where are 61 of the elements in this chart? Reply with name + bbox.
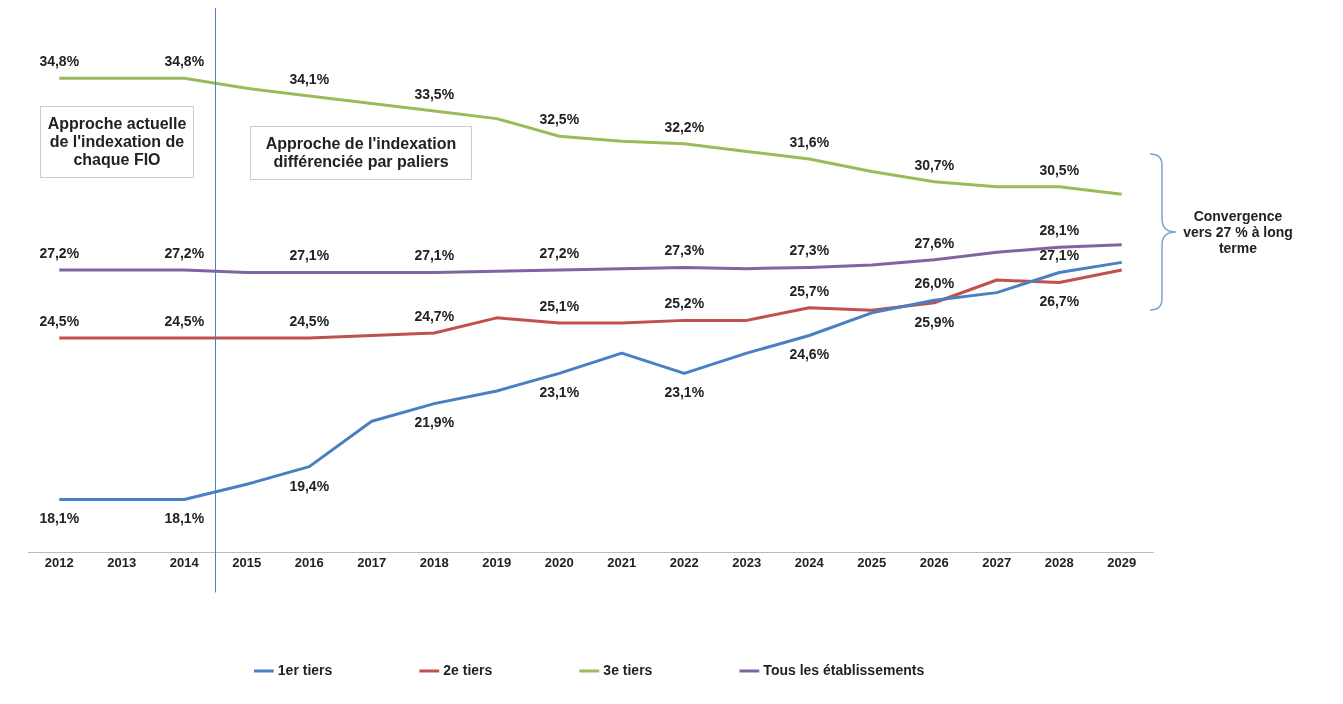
data-label: 23,1% — [664, 384, 705, 401]
x-tick-label: 2015 — [232, 554, 262, 570]
text: Convergence vers 27 % à long terme — [1182, 208, 1294, 256]
x-tick-label: 2013 — [107, 554, 137, 570]
data-label: 18,1% — [39, 510, 80, 527]
x-tick-label: 2012 — [44, 554, 74, 570]
x-tick-label: 2026 — [919, 554, 949, 570]
data-label: 28,1% — [1039, 222, 1080, 239]
data-label: 25,2% — [664, 295, 705, 312]
data-label: 32,5% — [539, 111, 580, 128]
data-label: 27,3% — [789, 242, 830, 259]
data-label: 26,7% — [1039, 293, 1080, 310]
legend-label: 2e tiers — [443, 661, 493, 678]
data-label: 24,7% — [414, 307, 455, 324]
x-tick-label: 2027 — [982, 554, 1012, 570]
x-tick-label: 2023 — [732, 554, 762, 570]
x-tick-label: 2021 — [607, 554, 637, 570]
x-tick-label: 2019 — [482, 554, 512, 570]
data-label: 24,5% — [164, 312, 205, 329]
data-label: 33,5% — [414, 85, 455, 102]
data-label: 27,2% — [39, 244, 80, 261]
data-label: 24,5% — [289, 312, 330, 329]
x-tick-label: 2018 — [419, 554, 449, 570]
data-label: 32,2% — [664, 118, 705, 135]
data-label: 27,1% — [289, 247, 330, 264]
data-label: 34,8% — [164, 53, 205, 70]
data-label: 27,1% — [414, 247, 455, 264]
legend-label: 1er tiers — [277, 661, 333, 678]
data-label: 25,1% — [539, 297, 580, 314]
data-label: 26,0% — [914, 275, 955, 292]
x-tick-label: 2028 — [1044, 554, 1074, 570]
data-label: 34,8% — [39, 53, 80, 70]
data-label: 25,7% — [789, 282, 830, 299]
data-label: 24,6% — [789, 346, 830, 363]
x-tick-label: 2016 — [294, 554, 324, 570]
data-label: 27,2% — [539, 244, 580, 261]
annotation: Approche de l'indexation différenciée par paliers — [250, 126, 472, 180]
data-label: 27,1% — [1039, 247, 1080, 264]
x-tick-label: 2020 — [544, 554, 574, 570]
data-label: 23,1% — [539, 384, 580, 401]
data-label: 18,1% — [164, 510, 205, 527]
data-label: 34,1% — [289, 70, 330, 87]
legend-label: Tous les établissements — [763, 661, 925, 678]
data-label: 27,3% — [664, 242, 705, 259]
data-label: 30,5% — [1039, 161, 1080, 178]
x-tick-label: 2029 — [1107, 554, 1137, 570]
x-tick-label: 2014 — [169, 554, 200, 570]
data-label: 30,7% — [914, 156, 955, 173]
data-label: 19,4% — [289, 477, 330, 494]
x-tick-label: 2022 — [669, 554, 699, 570]
legend-label: 3e tiers — [603, 661, 653, 678]
annotation: Approche actuelle de l'indexation de chaque FIO — [40, 106, 194, 178]
data-label: 27,6% — [914, 234, 955, 251]
data-label: 31,6% — [789, 133, 830, 150]
data-label: 25,9% — [914, 313, 955, 330]
x-tick-label: 2024 — [794, 554, 825, 570]
x-tick-label: 2017 — [357, 554, 387, 570]
data-label: 21,9% — [414, 414, 455, 431]
data-label: 24,5% — [39, 312, 80, 329]
x-tick-label: 2025 — [857, 554, 887, 570]
data-label: 27,2% — [164, 244, 205, 261]
